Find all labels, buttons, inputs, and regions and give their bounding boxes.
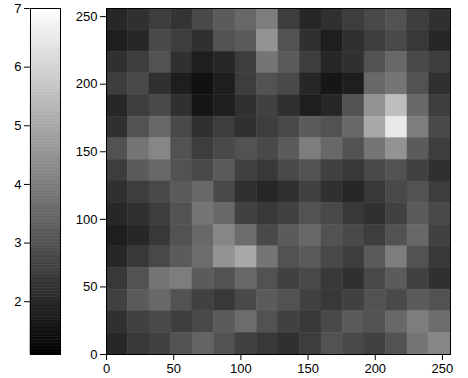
svg-text:250: 250	[76, 9, 98, 24]
svg-text:0: 0	[90, 347, 97, 362]
svg-text:50: 50	[166, 361, 180, 376]
svg-text:150: 150	[297, 361, 319, 376]
svg-text:200: 200	[364, 361, 386, 376]
svg-text:3: 3	[14, 235, 21, 250]
svg-text:7: 7	[14, 1, 21, 16]
svg-text:4: 4	[14, 177, 21, 192]
svg-text:50: 50	[83, 279, 97, 294]
svg-text:150: 150	[76, 144, 98, 159]
svg-text:6: 6	[14, 59, 21, 74]
svg-text:0: 0	[103, 361, 110, 376]
svg-text:100: 100	[230, 361, 252, 376]
svg-text:100: 100	[76, 212, 98, 227]
svg-text:2: 2	[14, 294, 21, 309]
svg-text:200: 200	[76, 76, 98, 91]
svg-text:250: 250	[432, 361, 454, 376]
svg-text:5: 5	[14, 118, 21, 133]
